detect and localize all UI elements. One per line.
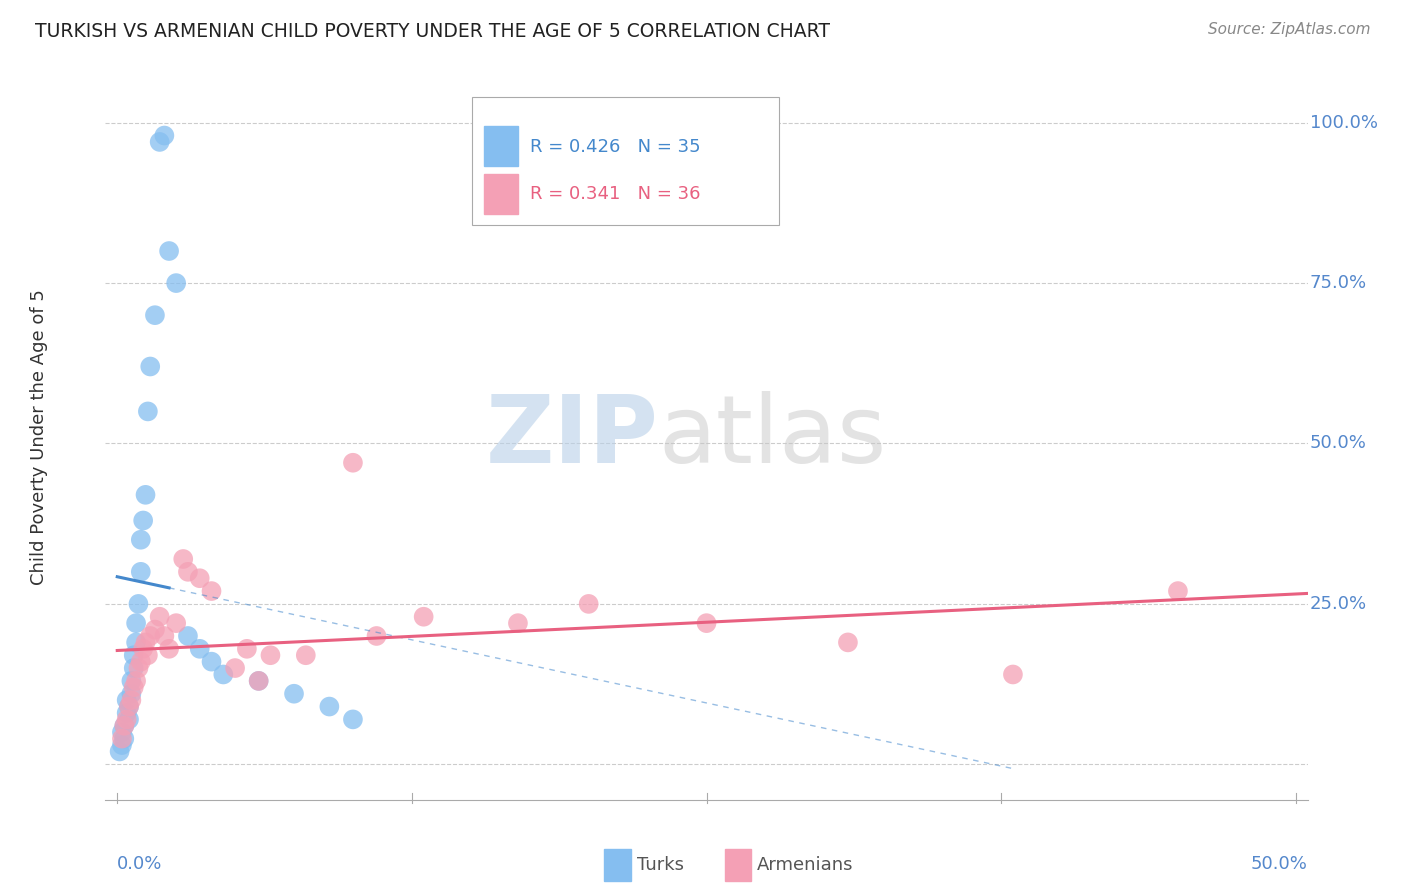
Point xyxy=(125,673,148,688)
Point xyxy=(115,706,138,720)
Text: TURKISH VS ARMENIAN CHILD POVERTY UNDER THE AGE OF 5 CORRELATION CHART: TURKISH VS ARMENIAN CHILD POVERTY UNDER … xyxy=(35,22,830,41)
Text: Source: ZipAtlas.com: Source: ZipAtlas.com xyxy=(1208,22,1371,37)
Text: ZIP: ZIP xyxy=(485,391,658,483)
Point xyxy=(506,616,529,631)
Point xyxy=(112,719,135,733)
Text: Armenians: Armenians xyxy=(756,856,853,874)
Point xyxy=(112,719,135,733)
Point xyxy=(366,629,388,643)
Bar xyxy=(605,849,631,881)
Text: atlas: atlas xyxy=(658,391,887,483)
Point xyxy=(247,673,270,688)
Point xyxy=(135,635,156,649)
Point xyxy=(139,629,162,643)
Point xyxy=(578,597,600,611)
Text: 50.0%: 50.0% xyxy=(1310,434,1367,452)
Bar xyxy=(484,126,517,167)
Point xyxy=(127,597,149,611)
Text: Child Poverty Under the Age of 5: Child Poverty Under the Age of 5 xyxy=(31,289,48,585)
Text: Turks: Turks xyxy=(637,856,683,874)
Point xyxy=(122,661,145,675)
Point xyxy=(118,712,141,726)
Point xyxy=(696,616,718,631)
Point xyxy=(111,725,134,739)
Point xyxy=(129,655,152,669)
Point xyxy=(127,661,149,675)
Point xyxy=(122,648,145,663)
Point xyxy=(120,693,142,707)
Point xyxy=(283,687,305,701)
Point xyxy=(143,308,166,322)
Point xyxy=(172,552,194,566)
Point xyxy=(118,699,141,714)
Point xyxy=(318,699,340,714)
Point xyxy=(342,712,364,726)
Point xyxy=(1167,584,1189,599)
Point xyxy=(837,635,859,649)
Point xyxy=(111,731,134,746)
Point xyxy=(136,404,159,418)
Point xyxy=(236,641,259,656)
Point xyxy=(132,514,155,528)
Point xyxy=(200,655,222,669)
Point xyxy=(135,488,156,502)
Point xyxy=(153,128,176,143)
Point xyxy=(412,609,434,624)
Point xyxy=(132,641,155,656)
Point xyxy=(115,693,138,707)
Point xyxy=(129,533,152,547)
Point xyxy=(177,565,200,579)
Point xyxy=(143,623,166,637)
Point xyxy=(247,673,270,688)
Text: 75.0%: 75.0% xyxy=(1310,274,1367,292)
Point xyxy=(212,667,235,681)
Point xyxy=(157,244,180,258)
Text: R = 0.426   N = 35: R = 0.426 N = 35 xyxy=(530,137,700,156)
Point xyxy=(188,571,211,585)
Point xyxy=(342,456,364,470)
Point xyxy=(165,616,187,631)
Point xyxy=(120,673,142,688)
Point xyxy=(149,609,172,624)
Bar xyxy=(484,174,517,214)
Point xyxy=(224,661,246,675)
Point xyxy=(108,744,131,758)
Point xyxy=(136,648,159,663)
Text: 100.0%: 100.0% xyxy=(1310,113,1378,132)
Text: R = 0.341   N = 36: R = 0.341 N = 36 xyxy=(530,186,700,203)
Point xyxy=(295,648,318,663)
Point xyxy=(139,359,162,374)
Point xyxy=(129,565,152,579)
Point xyxy=(1001,667,1024,681)
Point xyxy=(120,687,142,701)
Point xyxy=(115,712,138,726)
Bar xyxy=(724,849,751,881)
Point xyxy=(111,738,134,752)
Point xyxy=(112,731,135,746)
Point xyxy=(149,135,172,149)
Point xyxy=(125,635,148,649)
Text: 25.0%: 25.0% xyxy=(1310,595,1367,613)
Point xyxy=(118,699,141,714)
Point xyxy=(122,681,145,695)
Point xyxy=(259,648,281,663)
Point xyxy=(125,616,148,631)
Text: 50.0%: 50.0% xyxy=(1251,855,1308,873)
Point xyxy=(157,641,180,656)
Text: 0.0%: 0.0% xyxy=(117,855,163,873)
Point xyxy=(200,584,222,599)
Point xyxy=(153,629,176,643)
Point xyxy=(188,641,211,656)
FancyBboxPatch shape xyxy=(472,97,779,225)
Point xyxy=(177,629,200,643)
Point xyxy=(165,276,187,290)
